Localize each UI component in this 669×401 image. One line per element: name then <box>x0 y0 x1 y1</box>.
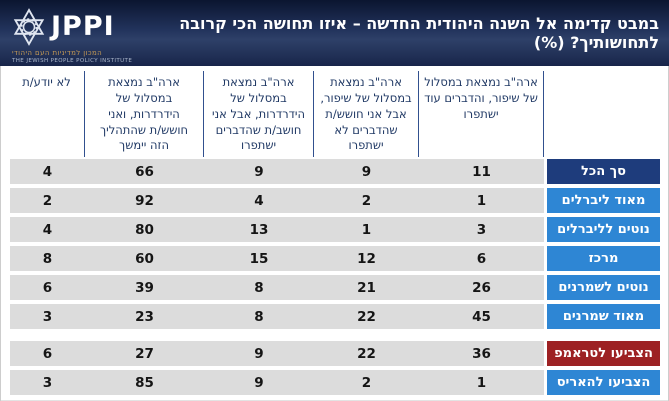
row-values: 36 22 9 27 6 <box>10 341 544 366</box>
value-cell: 15 <box>249 250 269 267</box>
value-cell: 66 <box>135 163 154 180</box>
value-cell: 11 <box>472 163 491 180</box>
row-values: 11 9 9 66 4 <box>10 159 544 184</box>
value-cell: 22 <box>357 345 376 362</box>
value-cell: 3 <box>42 374 53 391</box>
table-row: מרכז 6 12 15 60 8 <box>9 246 660 271</box>
column-header: ארה"ב נמצאת במסלול של שיפור, והדברים עוד… <box>418 71 543 157</box>
value-cell: 36 <box>472 345 491 362</box>
column-header: ארה"ב נמצאת במסלול של שיפור, אבל אני חוש… <box>313 71 418 157</box>
logo-hebrew-name: המכון למדיניות העם היהודי <box>12 48 103 57</box>
table-row: הצביעו להאריס 1 2 9 85 3 <box>9 370 660 395</box>
value-cell: 22 <box>357 308 376 325</box>
value-cell: 8 <box>254 308 264 325</box>
value-cell: 45 <box>472 308 491 325</box>
value-cell: 1 <box>476 192 487 209</box>
table-row: מאוד שמרנים 45 22 8 23 3 <box>9 304 660 329</box>
value-cell: 85 <box>135 374 154 391</box>
value-cell: 27 <box>135 345 154 362</box>
logo-top: JPPI <box>12 7 132 46</box>
table-head: ארה"ב נמצאת במסלול של שיפור, והדברים עוד… <box>9 71 660 157</box>
table-row: מאוד ליברלים 1 2 4 92 2 <box>9 188 660 213</box>
value-cell: 1 <box>361 221 372 238</box>
value-cell: 9 <box>254 163 264 180</box>
table-row: נוטים לליברלים 3 1 13 80 4 <box>9 217 660 242</box>
row-label: סך הכל <box>547 159 660 184</box>
value-cell: 12 <box>357 250 376 267</box>
column-header: ארה"ב נמצאת במסלול של הידרדרות, ואני חוש… <box>84 71 203 157</box>
row-label: הצביעו לטראמפ <box>547 341 660 366</box>
corner-cell <box>547 71 660 157</box>
table-body: סך הכל 11 9 9 66 4 מאוד ליברלים 1 2 4 92 2 נוטים ללי… <box>9 159 660 395</box>
value-cell: 13 <box>249 221 269 238</box>
value-cell: 21 <box>357 279 376 296</box>
value-cell: 80 <box>135 221 154 238</box>
row-label: הצביעו להאריס <box>547 370 660 395</box>
results-table: ארה"ב נמצאת במסלול של שיפור, והדברים עוד… <box>0 66 669 395</box>
value-cell: 3 <box>476 221 487 238</box>
row-values: 1 2 9 85 3 <box>10 370 544 395</box>
star-of-david-gear-icon <box>12 7 46 46</box>
row-label: נוטים לשמרנים <box>547 275 660 300</box>
row-label: מרכז <box>547 246 660 271</box>
value-cell: 4 <box>254 192 264 209</box>
row-values: 26 21 8 39 6 <box>10 275 544 300</box>
value-cell: 1 <box>476 374 487 391</box>
value-cell: 60 <box>135 250 154 267</box>
row-values: 6 12 15 60 8 <box>10 246 544 271</box>
value-cell: 9 <box>254 374 264 391</box>
value-cell: 23 <box>135 308 154 325</box>
logo-english-name: THE JEWISH PEOPLE POLICY INSTITUTE <box>12 57 133 64</box>
value-cell: 2 <box>361 192 372 209</box>
value-cell: 9 <box>361 163 372 180</box>
column-header: ארה"ב נמצאת במסלול של הידרדרות, אבל אני … <box>203 71 313 157</box>
table-row: סך הכל 11 9 9 66 4 <box>9 159 660 184</box>
value-cell: 4 <box>42 221 53 238</box>
value-cell: 3 <box>42 308 53 325</box>
row-label: נוטים לליברלים <box>547 217 660 242</box>
value-cell: 2 <box>42 192 53 209</box>
row-values: 45 22 8 23 3 <box>10 304 544 329</box>
table-row: הצביעו לטראמפ 36 22 9 27 6 <box>9 341 660 366</box>
value-cell: 8 <box>42 250 53 267</box>
column-header: לא יודע/ת <box>22 75 71 89</box>
slide-title: במבט קדימה אל השנה היהודית החדשה – איזו … <box>179 14 659 52</box>
value-cell: 92 <box>135 192 154 209</box>
row-label: מאוד שמרנים <box>547 304 660 329</box>
value-cell: 6 <box>42 279 53 296</box>
header-banner: JPPI המכון למדיניות העם היהודי THE JEWIS… <box>0 0 669 66</box>
value-cell: 9 <box>254 345 264 362</box>
jppi-logo: JPPI המכון למדיניות העם היהודי THE JEWIS… <box>0 3 132 64</box>
logo-acronym: JPPI <box>51 11 115 42</box>
value-cell: 6 <box>476 250 487 267</box>
value-cell: 6 <box>42 345 53 362</box>
value-cell: 8 <box>254 279 264 296</box>
row-values: 1 2 4 92 2 <box>10 188 544 213</box>
row-values: 3 1 13 80 4 <box>10 217 544 242</box>
row-label: מאוד ליברלים <box>547 188 660 213</box>
value-cell: 26 <box>472 279 491 296</box>
value-cell: 39 <box>135 279 154 296</box>
column-headers: ארה"ב נמצאת במסלול של שיפור, והדברים עוד… <box>10 71 544 157</box>
value-cell: 4 <box>42 163 53 180</box>
value-cell: 2 <box>361 374 372 391</box>
table-row: נוטים לשמרנים 26 21 8 39 6 <box>9 275 660 300</box>
